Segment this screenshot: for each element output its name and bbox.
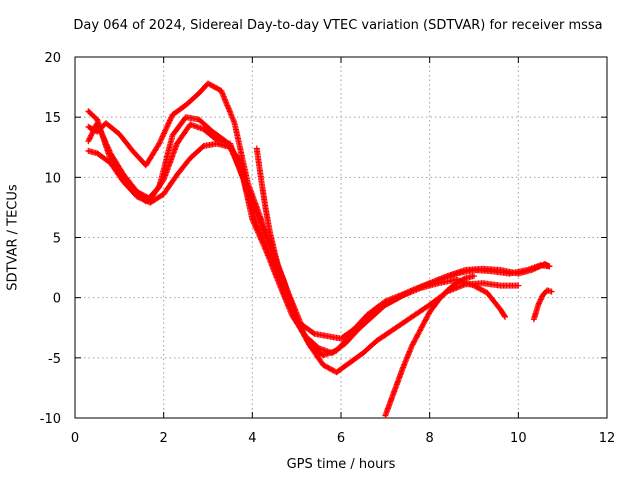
y-tick-label: -10 <box>40 412 61 427</box>
series-track-7 <box>530 287 555 323</box>
series-marks <box>382 273 477 419</box>
series-marks <box>85 108 508 356</box>
data-markers <box>85 80 555 419</box>
series-marks <box>253 145 287 287</box>
series-track-5 <box>253 145 287 287</box>
series-marks <box>85 140 522 376</box>
series-marks <box>85 120 553 359</box>
series-marks <box>85 80 553 342</box>
x-tick-label: 2 <box>160 431 168 446</box>
x-tick-label: 8 <box>426 431 434 446</box>
series-track-1 <box>85 80 553 342</box>
series-track-2 <box>85 120 553 359</box>
series-track-3 <box>85 140 522 376</box>
plot-frame <box>74 56 608 419</box>
series-marks <box>530 287 555 323</box>
y-tick-label: 0 <box>53 292 61 307</box>
y-tick-label: 5 <box>53 232 61 247</box>
x-axis-label: GPS time / hours <box>286 457 396 472</box>
x-tick-label: 4 <box>248 431 256 446</box>
x-tick-label: 0 <box>71 431 79 446</box>
series-track-6 <box>382 273 477 419</box>
y-tick-label: -5 <box>48 352 61 367</box>
series-track-4 <box>85 108 508 356</box>
chart-title: Day 064 of 2024, Sidereal Day-to-day VTE… <box>73 18 603 33</box>
y-tick-label: 10 <box>44 171 61 186</box>
y-tick-label: 15 <box>44 111 61 126</box>
y-axis-label: SDTVAR / TECUs <box>5 184 21 291</box>
x-tick-label: 10 <box>510 431 527 446</box>
y-tick-label: 20 <box>44 51 61 66</box>
x-tick-label: 6 <box>337 431 345 446</box>
x-tick-label: 12 <box>599 431 616 446</box>
